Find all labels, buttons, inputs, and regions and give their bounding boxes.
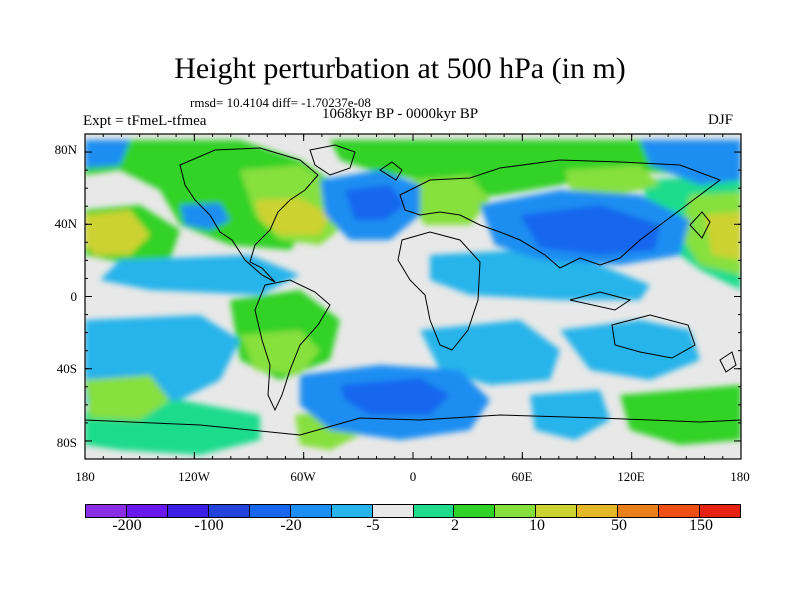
colorbar-label: 150 xyxy=(689,517,713,534)
colorbar-swatch xyxy=(331,505,373,517)
axis-ticks xyxy=(84,134,742,459)
colorbar-swatch xyxy=(126,505,168,517)
colorbar-swatch xyxy=(577,505,619,517)
lon-tick-label: 180 xyxy=(730,469,750,484)
colorbar-swatch xyxy=(700,505,740,517)
colorbar-swatch xyxy=(413,505,455,517)
colorbar-label: -20 xyxy=(280,517,302,534)
lon-tick-label: 120E xyxy=(617,469,645,484)
season-label: DJF xyxy=(708,112,734,128)
colorbar-swatch xyxy=(290,505,332,517)
lon-tick-label: 120W xyxy=(178,469,210,484)
colorbar-label: 2 xyxy=(451,517,459,534)
lon-tick-label: 60W xyxy=(290,469,316,484)
colorbar-swatch xyxy=(454,505,496,517)
colorbar-swatch xyxy=(536,505,578,517)
colorbar-swatch xyxy=(618,505,660,517)
colorbar xyxy=(85,504,741,518)
coastlines xyxy=(85,144,741,436)
figure-title: Height perturbation at 500 hPa (in m) xyxy=(174,52,626,85)
colorbar-label: 50 xyxy=(611,517,627,534)
colorbar-swatch xyxy=(167,505,209,517)
period-label: 1068kyr BP - 0000kyr BP xyxy=(322,106,479,122)
colorbar-swatch xyxy=(86,505,127,517)
lat-tick-label: 40N xyxy=(54,216,77,231)
colorbar-swatch xyxy=(208,505,250,517)
height-perturbation-field xyxy=(85,134,741,459)
colorbar-swatch xyxy=(372,505,414,517)
lon-tick-label: 0 xyxy=(409,469,417,484)
experiment-label: Expt = tFmeL-tfmea xyxy=(83,113,207,129)
colorbar-label: -100 xyxy=(194,517,224,534)
colorbar-label: 10 xyxy=(529,517,545,534)
stats-label: rmsd= 10.4104 diff= -1.70237e-08 xyxy=(190,95,371,110)
lon-tick-label: 180 xyxy=(75,469,95,484)
lat-tick-label: 80N xyxy=(54,142,77,157)
lat-tick-label: 0 xyxy=(70,289,78,304)
colorbar-swatch xyxy=(495,505,537,517)
lon-tick-label: 60E xyxy=(511,469,533,484)
colorbar-label: -5 xyxy=(366,517,380,534)
lat-tick-label: 80S xyxy=(56,435,77,450)
colorbar-label: -200 xyxy=(112,517,142,534)
colorbar-swatch xyxy=(249,505,291,517)
colorbar-swatch xyxy=(659,505,701,517)
lat-tick-label: 40S xyxy=(56,361,77,376)
